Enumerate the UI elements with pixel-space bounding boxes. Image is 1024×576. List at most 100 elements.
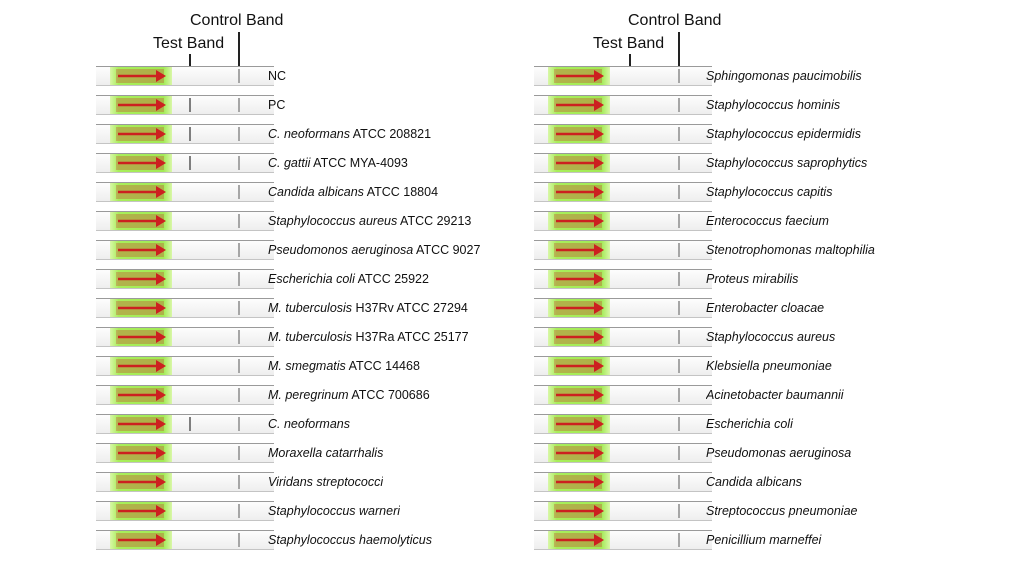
flow-arrow-icon — [556, 447, 604, 459]
control-band — [238, 417, 240, 431]
organism-name: Staphylococcus aureus — [268, 214, 398, 228]
test-strip — [96, 153, 274, 173]
test-strip — [534, 211, 712, 231]
strip-label: Staphylococcus haemolyticus — [268, 531, 432, 549]
flow-arrow-icon — [556, 157, 604, 169]
strip-label: Escherichia coli — [706, 415, 890, 433]
flow-arrow-icon — [556, 418, 604, 430]
control-band — [238, 272, 240, 286]
control-band — [678, 185, 680, 199]
control-band — [238, 533, 240, 547]
control-band — [678, 330, 680, 344]
flow-arrow-icon — [556, 360, 604, 372]
control-band — [238, 446, 240, 460]
strip-label: Streptococcus pneumoniae — [706, 502, 890, 520]
strip-label: C. gattii ATCC MYA-4093 — [268, 154, 408, 172]
flow-arrow-icon — [556, 302, 604, 314]
test-band — [189, 156, 191, 170]
control-band — [238, 98, 240, 112]
strain-id: ATCC 14468 — [345, 359, 420, 373]
test-strip — [534, 124, 712, 144]
control-band — [238, 243, 240, 257]
test-strip — [96, 269, 274, 289]
control-band — [678, 214, 680, 228]
control-band — [678, 417, 680, 431]
test-strip — [534, 443, 712, 463]
test-strip — [96, 385, 274, 405]
test-band-pointer — [629, 54, 631, 66]
test-strip — [534, 356, 712, 376]
strip-label: C. neoformans — [268, 415, 350, 433]
organism-name: Enterobacter cloacae — [706, 301, 825, 315]
strip-label: Staphylococcus capitis — [706, 183, 890, 201]
flow-arrow-icon — [118, 244, 166, 256]
control-band — [238, 504, 240, 518]
strip-label: Pseudomonas aeruginosa — [706, 444, 890, 462]
control-band — [238, 388, 240, 402]
control-band — [238, 69, 240, 83]
test-strip — [534, 66, 712, 86]
control-band — [678, 504, 680, 518]
organism-name: Staphylococcus warneri — [268, 504, 401, 518]
flow-arrow-icon — [118, 186, 166, 198]
flow-arrow-icon — [556, 273, 604, 285]
strain-id: ATCC 208821 — [349, 127, 432, 141]
control-band-header: Control Band — [628, 12, 722, 29]
strip-label: Staphylococcus saprophytics — [706, 154, 890, 172]
control-band-header: Control Band — [190, 12, 284, 29]
test-strip — [96, 211, 274, 231]
test-band-header: Test Band — [593, 35, 665, 52]
organism-name: Escherichia coli — [268, 272, 355, 286]
test-strip — [534, 327, 712, 347]
organism-name: Staphylococcus haemolyticus — [268, 533, 432, 547]
organism-name: C. neoformans — [268, 417, 350, 431]
organism-name: Escherichia coli — [706, 417, 793, 431]
strain-id: ATCC 9027 — [413, 243, 481, 257]
organism-name: Penicillium marneffei — [706, 533, 822, 547]
strip-label: Sphingomonas paucimobilis — [706, 67, 890, 85]
organism-name: Staphylococcus capitis — [706, 185, 833, 199]
strip-label: Staphylococcus aureus ATCC 29213 — [268, 212, 471, 230]
control-band — [678, 127, 680, 141]
control-band — [678, 359, 680, 373]
flow-arrow-icon — [556, 70, 604, 82]
test-strip — [96, 501, 274, 521]
control-band — [238, 185, 240, 199]
control-band — [238, 301, 240, 315]
test-strip — [96, 95, 274, 115]
strip-label: Enterococcus faecium — [706, 212, 890, 230]
test-band-pointer — [189, 54, 191, 66]
strip-label: NC — [268, 67, 286, 85]
test-strip — [534, 269, 712, 289]
flow-arrow-icon — [556, 476, 604, 488]
strain-id: NC — [268, 69, 287, 83]
control-band — [678, 446, 680, 460]
control-band — [238, 156, 240, 170]
flow-arrow-icon — [118, 331, 166, 343]
strain-id: ATCC MYA-4093 — [310, 156, 408, 170]
test-strip — [534, 182, 712, 202]
flow-arrow-icon — [118, 70, 166, 82]
organism-name: Stenotrophomonas maltophilia — [706, 243, 875, 257]
strip-label: M. peregrinum ATCC 700686 — [268, 386, 430, 404]
organism-name: Sphingomonas paucimobilis — [706, 69, 862, 83]
flow-arrow-icon — [118, 418, 166, 430]
test-strip — [96, 443, 274, 463]
control-band — [238, 214, 240, 228]
test-strip — [96, 327, 274, 347]
strain-id: H37Rv ATCC 27294 — [352, 301, 468, 315]
test-strip — [96, 414, 274, 434]
strip-label: Stenotrophomonas maltophilia — [706, 241, 890, 259]
control-band-pointer — [678, 32, 680, 66]
flow-arrow-icon — [118, 476, 166, 488]
strip-label: Pseudomonos aeruginosa ATCC 9027 — [268, 241, 480, 259]
strip-label: Staphylococcus warneri — [268, 502, 400, 520]
flow-arrow-icon — [118, 99, 166, 111]
strip-label: Acinetobacter baumannii — [706, 386, 890, 404]
test-band — [189, 417, 191, 431]
test-strip — [96, 182, 274, 202]
strip-label: M. tuberculosis H37Ra ATCC 25177 — [268, 328, 469, 346]
strain-id: ATCC 18804 — [363, 185, 439, 199]
test-strip — [96, 472, 274, 492]
organism-name: Streptococcus pneumoniae — [706, 504, 858, 518]
